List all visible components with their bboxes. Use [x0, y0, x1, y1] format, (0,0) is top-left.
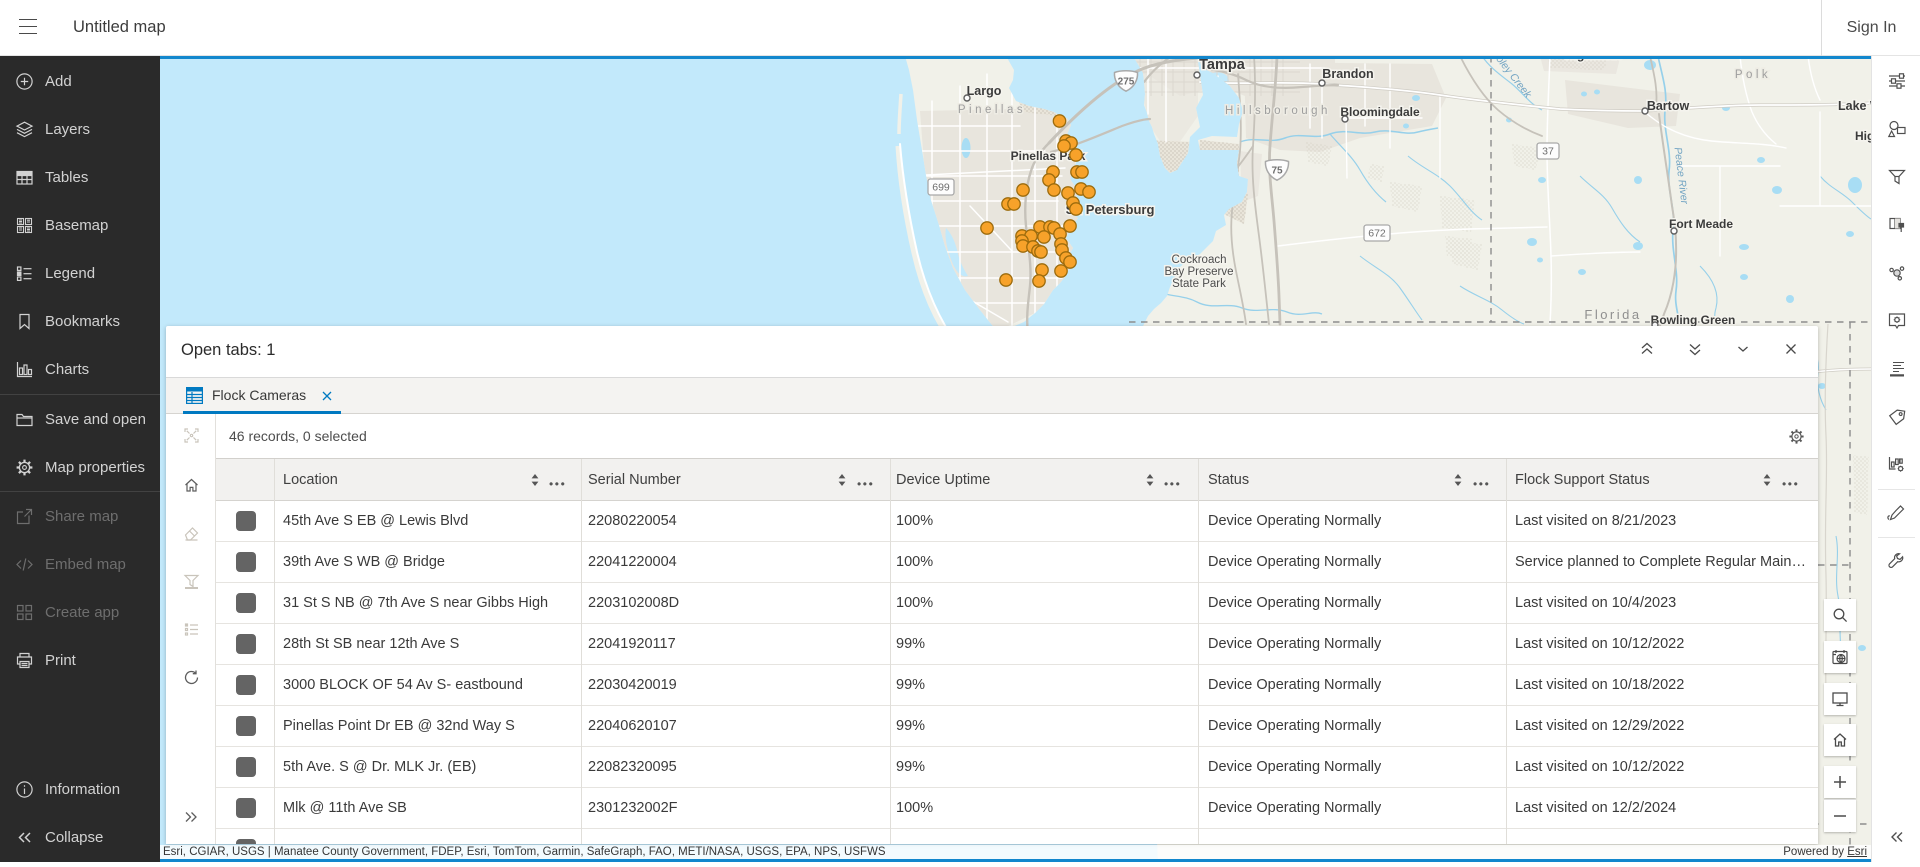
- svg-text:State Park: State Park: [1172, 278, 1226, 290]
- svg-text:Hillsborough: Hillsborough: [1225, 105, 1331, 117]
- svg-text:Bartow: Bartow: [1647, 99, 1690, 113]
- svg-text:672: 672: [1368, 228, 1386, 240]
- svg-text:Bowling Green: Bowling Green: [1651, 313, 1736, 327]
- svg-text:Florida: Florida: [1584, 307, 1641, 322]
- svg-text:Lake Wales: Lake Wales: [1838, 99, 1871, 113]
- svg-text:37: 37: [1542, 146, 1554, 158]
- svg-text:Pinellas: Pinellas: [958, 104, 1026, 116]
- svg-text:275: 275: [1118, 77, 1135, 88]
- svg-text:St. Petersburg: St. Petersburg: [1066, 202, 1155, 217]
- svg-text:Bloomingdale: Bloomingdale: [1340, 105, 1420, 119]
- svg-text:Cockroach: Cockroach: [1172, 254, 1227, 266]
- svg-text:Tampa: Tampa: [1199, 57, 1246, 73]
- svg-text:699: 699: [932, 182, 950, 194]
- svg-text:Fort Meade: Fort Meade: [1669, 217, 1733, 231]
- svg-text:Highland: Highland: [1855, 129, 1871, 143]
- svg-text:75: 75: [1271, 166, 1283, 177]
- svg-text:Largo: Largo: [967, 84, 1002, 98]
- svg-text:Bay Preserve: Bay Preserve: [1164, 266, 1233, 278]
- svg-text:Polk: Polk: [1735, 69, 1771, 81]
- svg-text:Brandon: Brandon: [1322, 67, 1373, 81]
